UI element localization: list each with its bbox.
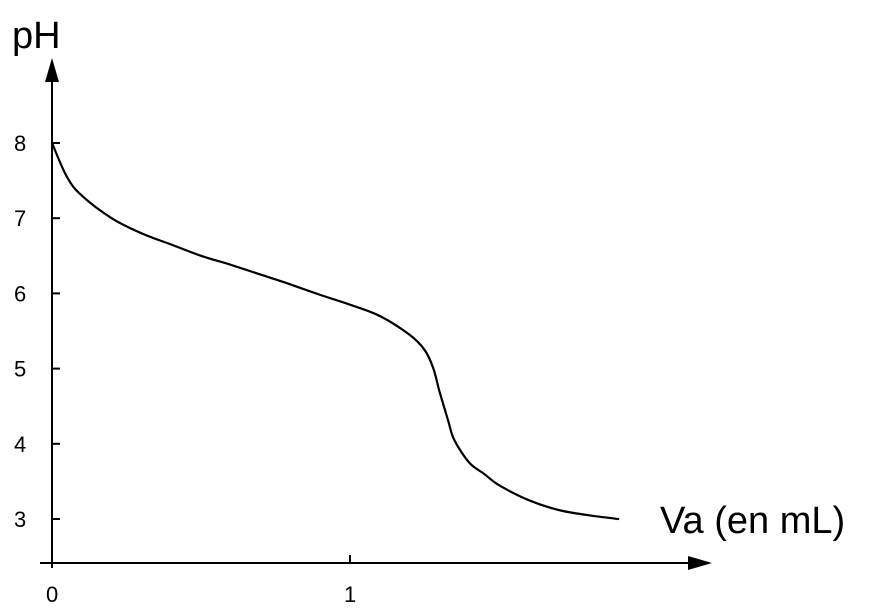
y-tick-label: 7: [14, 206, 26, 231]
y-tick-label: 5: [14, 357, 26, 382]
y-axis-arrow: [45, 58, 59, 82]
x-tick-label: 0: [46, 582, 58, 607]
y-tick-label: 4: [14, 432, 26, 457]
y-ticks: 3 4 5 6 7 8: [14, 131, 60, 532]
axes: [40, 58, 712, 570]
x-tick-label: 1: [344, 582, 356, 607]
x-axis-arrow: [688, 556, 712, 570]
y-axis-title: pH: [12, 15, 61, 57]
x-axis-title: Va (en mL): [660, 500, 845, 542]
y-tick-label: 3: [14, 507, 26, 532]
y-tick-label: 6: [14, 281, 26, 306]
y-tick-label: 8: [14, 131, 26, 156]
ph-curve: [50, 141, 620, 521]
